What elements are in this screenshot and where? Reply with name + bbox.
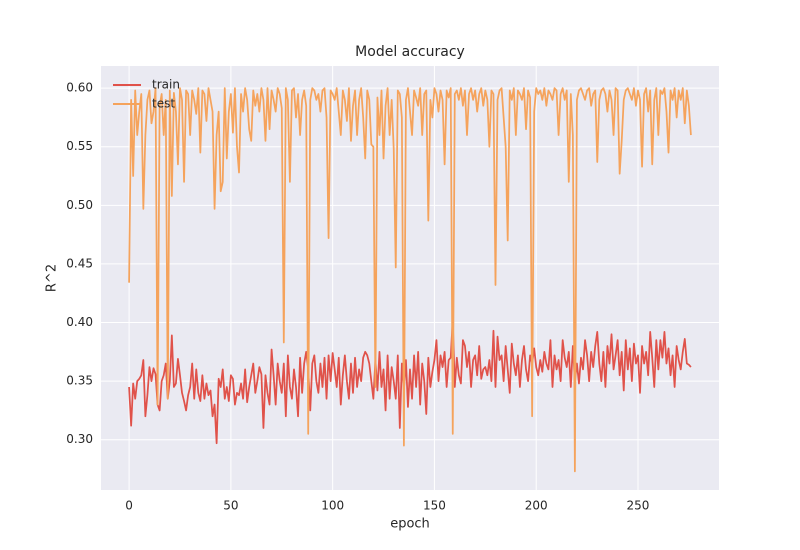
x-tick-label: 250 — [627, 499, 650, 513]
legend-label: train — [152, 78, 180, 92]
x-tick-label: 150 — [423, 499, 446, 513]
y-tick-label: 0.55 — [66, 139, 93, 153]
y-tick-label: 0.30 — [66, 432, 93, 446]
y-tick-label: 0.50 — [66, 198, 93, 212]
y-tick-label: 0.40 — [66, 315, 93, 329]
series-line — [128, 87, 692, 473]
plot-area — [101, 66, 719, 490]
y-tick-label: 0.60 — [66, 81, 93, 95]
legend-label: test — [152, 97, 175, 111]
x-tick-label: 0 — [125, 499, 133, 513]
x-tick-label: 200 — [525, 499, 548, 513]
x-tick-label: 50 — [223, 499, 238, 513]
x-axis-label: epoch — [390, 517, 430, 532]
chart-title: Model accuracy — [355, 44, 465, 60]
y-axis-label: R^2 — [45, 264, 60, 292]
series-line — [128, 318, 692, 445]
y-tick-label: 0.35 — [66, 374, 93, 388]
y-tick-label: 0.45 — [66, 256, 93, 270]
x-tick-label: 100 — [321, 499, 344, 513]
